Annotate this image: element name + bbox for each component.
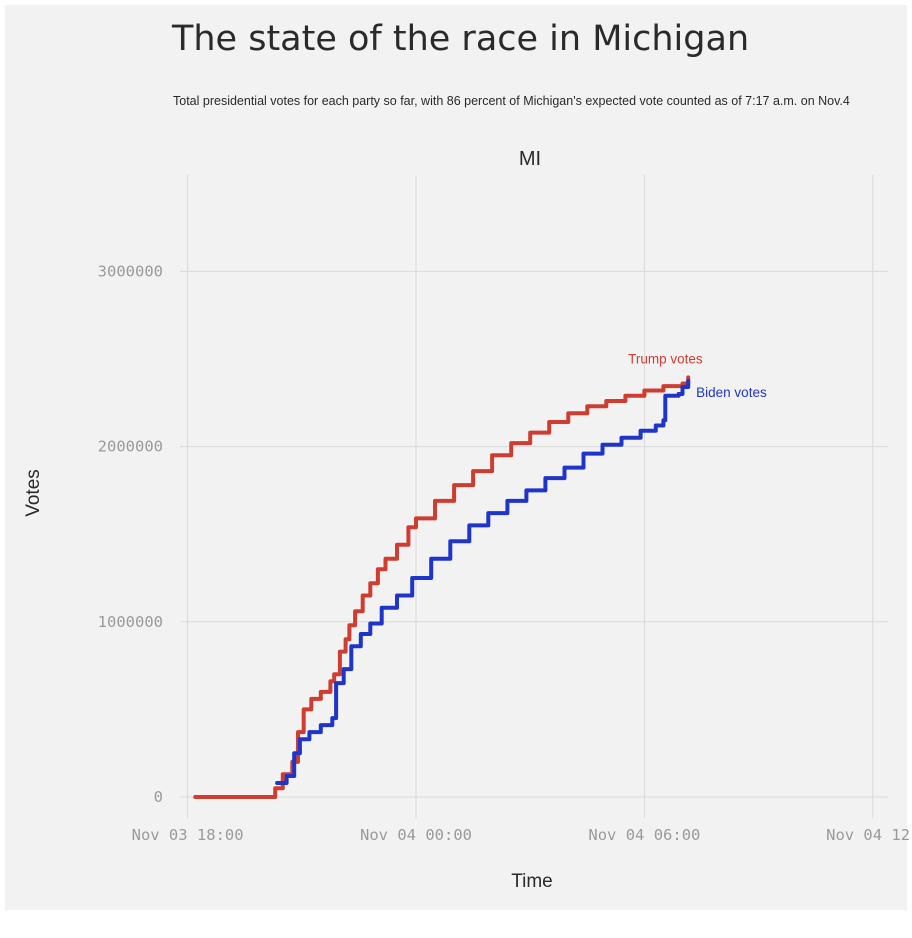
biden-votes-line (275, 378, 691, 785)
x-axis-title: Time (511, 871, 553, 892)
trump-votes-label: Trump votes (628, 351, 703, 366)
y-tick-label: 0 (154, 788, 163, 806)
x-tick-label: Nov 03 18:00 (132, 826, 244, 844)
chart-subtitle: Total presidential votes for each party … (173, 94, 850, 108)
x-tick-label: Nov 04 06:00 (588, 826, 700, 844)
x-tick-label: Nov 04 12: (826, 826, 912, 844)
x-tick-label: Nov 04 00:00 (360, 826, 472, 844)
facet-label: MI (519, 148, 541, 170)
chart-title: The state of the race in Michigan (172, 19, 750, 59)
y-tick-label: 2000000 (98, 438, 163, 456)
trump-votes-line (193, 375, 691, 799)
y-axis-title: Votes (23, 469, 44, 517)
y-tick-label: 3000000 (98, 262, 163, 280)
tick-labels: 0 1000000 2000000 3000000 Nov 03 18:00 Nov 04… (98, 262, 912, 844)
gridlines (180, 175, 888, 818)
biden-votes-label: Biden votes (696, 385, 767, 400)
y-tick-label: 1000000 (98, 613, 163, 631)
series-lines: Trump votes Biden votes (193, 351, 767, 799)
chart-panel (5, 5, 907, 910)
